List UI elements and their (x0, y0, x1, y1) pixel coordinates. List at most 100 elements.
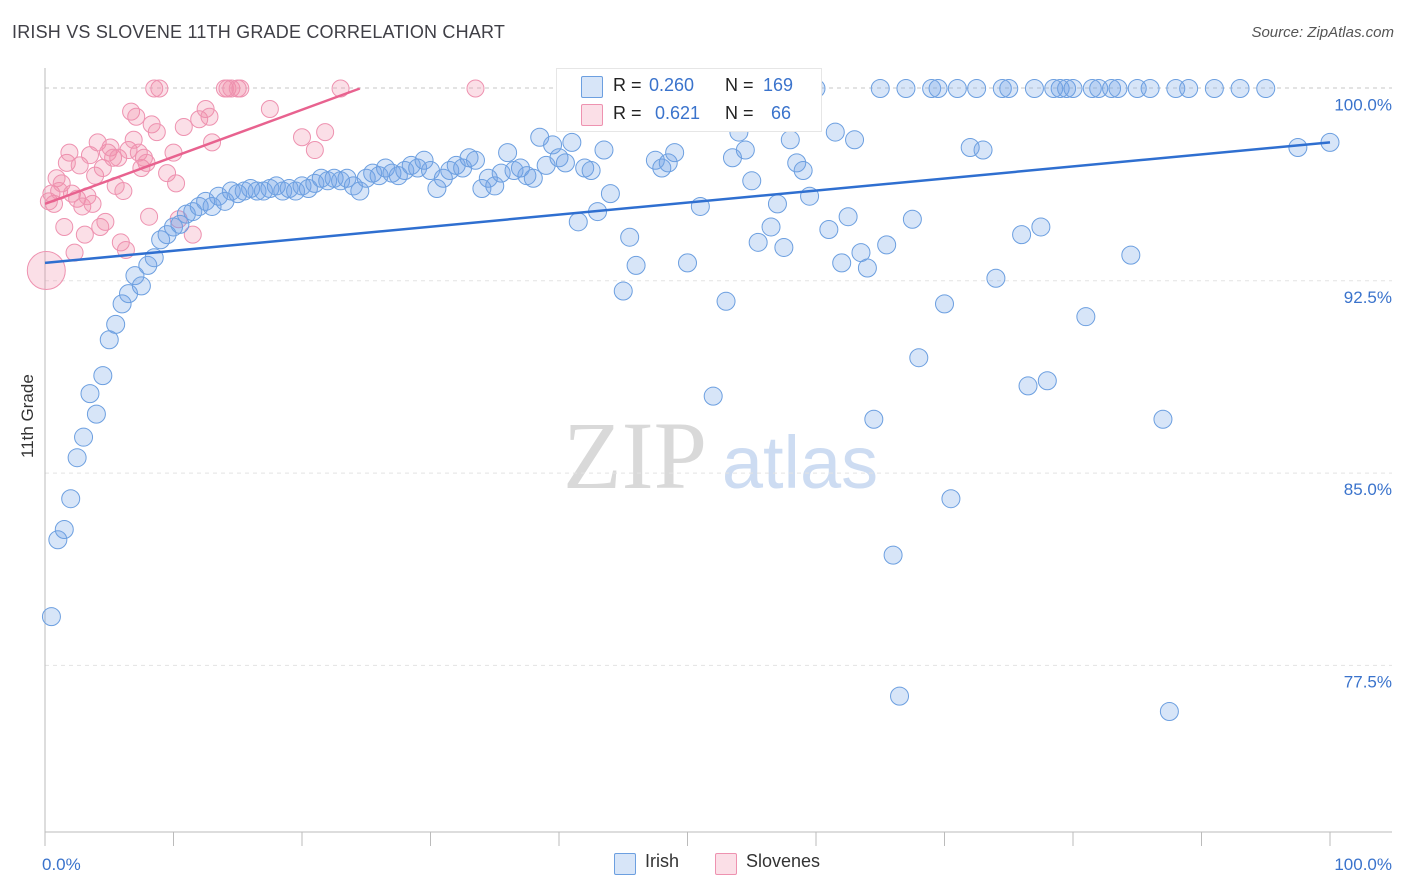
slovene-point (114, 182, 133, 201)
irish-point (986, 268, 1006, 288)
irish-point (54, 519, 74, 539)
irish-point (941, 489, 961, 509)
slovene-point (293, 128, 311, 147)
irish-point (1031, 217, 1051, 237)
irish-point (1121, 245, 1141, 265)
irish-point (196, 191, 216, 211)
y-tick-label: 85.0% (1344, 480, 1392, 499)
slovene-r-label: R = (613, 103, 642, 123)
irish-point (819, 220, 839, 240)
irish-point (433, 168, 453, 188)
irish-point (825, 122, 845, 142)
irish-point (1024, 79, 1044, 99)
irish-point (832, 253, 852, 273)
irish-point (613, 281, 633, 301)
slovene-point (167, 174, 186, 193)
irish-point (1140, 79, 1160, 99)
irish-point (735, 140, 755, 160)
irish-point (562, 132, 582, 152)
slovene-n-label: N = (725, 103, 754, 123)
irish-point (973, 140, 993, 160)
legend-irish-swatch (614, 853, 636, 875)
irish-point (870, 79, 890, 99)
legend-irish-label: Irish (645, 851, 680, 871)
irish-point (890, 686, 910, 706)
irish-point (947, 79, 967, 99)
slovene-point (183, 225, 202, 244)
irish-point (80, 384, 100, 404)
slovene-point (218, 79, 237, 98)
slovene-point (26, 251, 66, 291)
irish-trend-line (44, 141, 1331, 265)
irish-point (337, 168, 357, 188)
irish-point (864, 409, 884, 429)
slovene-point (140, 207, 159, 226)
irish-point (967, 79, 987, 99)
irish-point (928, 79, 948, 99)
irish-point (183, 202, 203, 222)
y-tick-label: 92.5% (1344, 288, 1392, 307)
irish-point (523, 168, 543, 188)
irish-point (620, 227, 640, 247)
x-tick-label: 100.0% (1334, 855, 1392, 874)
irish-point (498, 143, 518, 163)
irish-point (883, 545, 903, 565)
irish-point (74, 427, 94, 447)
irish-point (1288, 137, 1308, 157)
irish-point (1179, 79, 1199, 99)
slovene-points (26, 79, 485, 291)
y-tick-label: 100.0% (1334, 96, 1392, 115)
irish-point (1256, 79, 1276, 99)
irish-point (652, 158, 672, 178)
irish-point (1204, 79, 1224, 99)
axes (44, 68, 1392, 846)
irish-point (388, 166, 408, 186)
slovene-point (200, 107, 219, 126)
stats-row-irish: R = 0.260 N = 169 (557, 73, 821, 99)
irish-r-label: R = (613, 75, 642, 95)
irish-point (427, 178, 447, 198)
slovene-point (104, 148, 123, 167)
irish-point (1076, 307, 1096, 327)
legend-slovenes-swatch (715, 853, 737, 875)
slovene-point (305, 141, 324, 160)
slovene-point (109, 148, 128, 167)
irish-point (549, 148, 569, 168)
irish-points (41, 79, 1340, 722)
slovene-point (75, 225, 94, 244)
irish-point (568, 212, 588, 232)
irish-point (298, 178, 318, 198)
slovene-swatch (581, 104, 603, 126)
irish-point (748, 232, 768, 252)
irish-point (1012, 225, 1032, 245)
irish-point (761, 217, 781, 237)
irish-point (125, 266, 145, 286)
slovene-point (83, 194, 102, 213)
irish-point (138, 255, 158, 275)
irish-point (845, 130, 865, 150)
slovene-point (91, 217, 110, 236)
irish-point (202, 196, 222, 216)
irish-point (1102, 79, 1122, 99)
irish-point (478, 168, 498, 188)
irish-point (909, 348, 929, 368)
slovene-point (86, 166, 105, 185)
irish-point (626, 255, 646, 275)
chart-title: IRISH VS SLOVENE 11TH GRADE CORRELATION … (12, 22, 506, 42)
slovene-point (129, 143, 148, 162)
irish-point (767, 194, 787, 214)
slovene-point (174, 117, 193, 136)
irish-swatch (581, 76, 603, 98)
irish-point (151, 230, 171, 250)
irish-point (793, 161, 813, 181)
irish-point (1159, 702, 1179, 722)
irish-point (510, 158, 530, 178)
irish-r-value: 0.260 (649, 75, 695, 95)
irish-point (414, 150, 434, 170)
slovene-point (190, 110, 209, 129)
irish-point (131, 276, 151, 296)
irish-point (665, 143, 685, 163)
y-tick-label: 77.5% (1344, 672, 1392, 691)
slovene-point (316, 123, 335, 142)
